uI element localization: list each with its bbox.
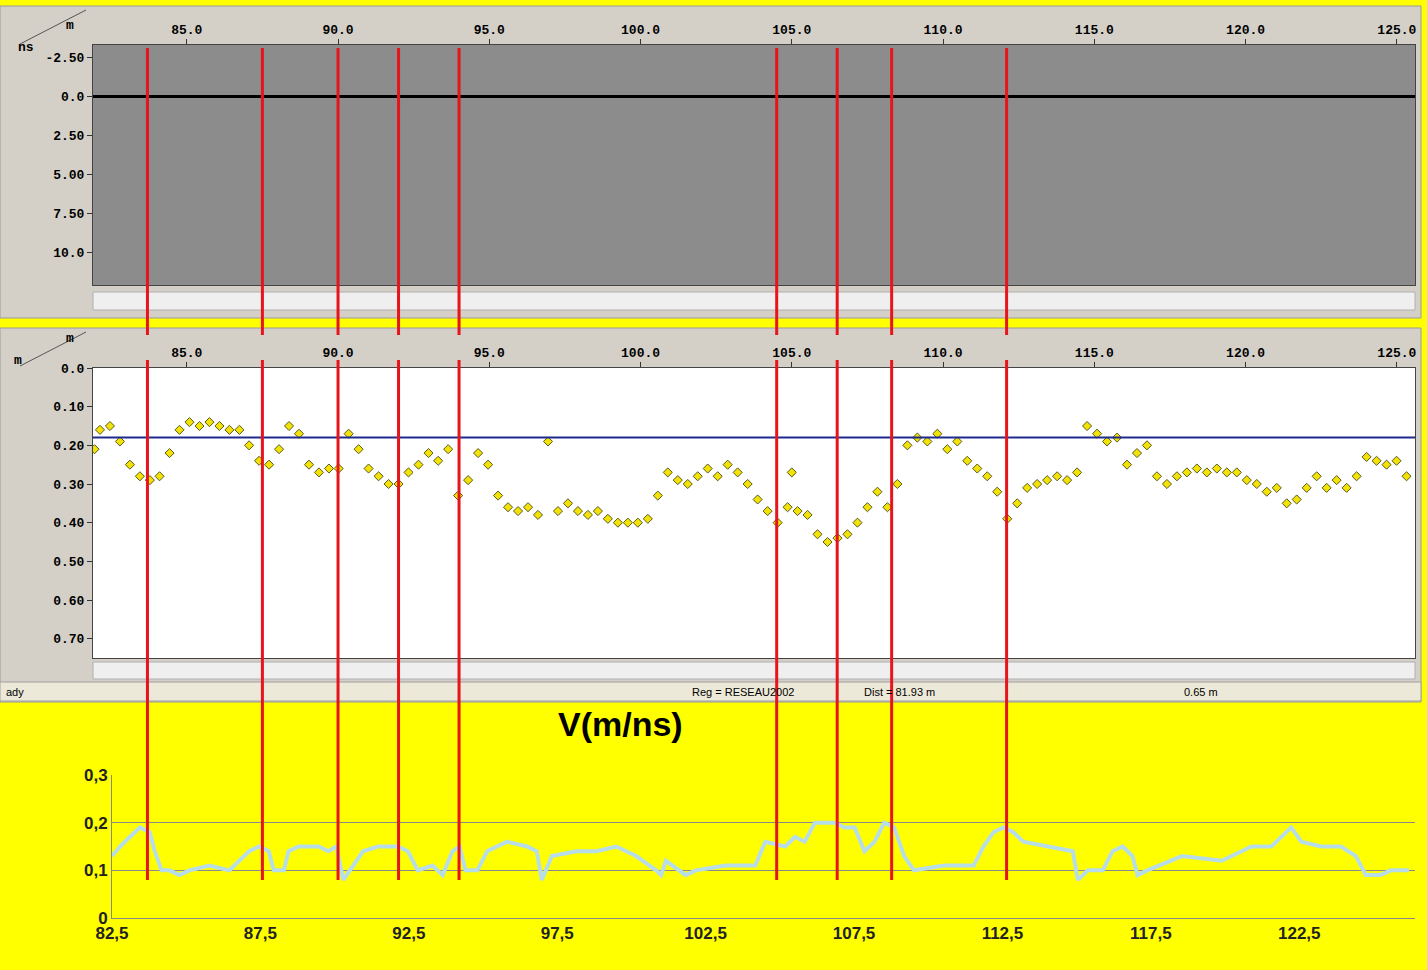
svg-text:125.0: 125.0 (1377, 346, 1416, 361)
svg-text:m: m (66, 331, 74, 346)
svg-text:m: m (66, 18, 74, 33)
svg-text:2.50: 2.50 (53, 129, 84, 144)
svg-text:0.65 m: 0.65 m (1184, 686, 1218, 698)
svg-text:107,5: 107,5 (833, 924, 876, 943)
svg-text:Reg = RESEAU2002: Reg = RESEAU2002 (692, 686, 794, 698)
svg-text:0.50: 0.50 (53, 555, 84, 570)
svg-text:10.0: 10.0 (53, 246, 84, 261)
svg-text:0,2: 0,2 (84, 814, 108, 833)
svg-text:90.0: 90.0 (322, 23, 353, 38)
svg-text:110.0: 110.0 (924, 23, 963, 38)
svg-text:0.0: 0.0 (61, 362, 85, 377)
svg-text:0.10: 0.10 (53, 400, 84, 415)
svg-text:0.20: 0.20 (53, 439, 84, 454)
svg-text:112,5: 112,5 (982, 924, 1024, 943)
svg-text:87,5: 87,5 (244, 924, 277, 943)
svg-text:110.0: 110.0 (924, 346, 963, 361)
svg-text:100.0: 100.0 (621, 23, 660, 38)
svg-text:0.70: 0.70 (53, 632, 84, 647)
svg-text:120.0: 120.0 (1226, 346, 1265, 361)
svg-text:90.0: 90.0 (322, 346, 353, 361)
svg-text:85.0: 85.0 (171, 23, 202, 38)
svg-text:0.60: 0.60 (53, 594, 84, 609)
svg-text:82,5: 82,5 (95, 924, 128, 943)
svg-text:115.0: 115.0 (1075, 23, 1114, 38)
svg-text:95.0: 95.0 (474, 346, 505, 361)
svg-text:-2.50: -2.50 (45, 51, 84, 66)
svg-text:V(m/ns): V(m/ns) (558, 705, 683, 743)
svg-text:92,5: 92,5 (392, 924, 425, 943)
svg-text:0,3: 0,3 (84, 766, 108, 785)
svg-text:97,5: 97,5 (541, 924, 574, 943)
svg-text:7.50: 7.50 (53, 207, 84, 222)
svg-text:125.0: 125.0 (1377, 23, 1416, 38)
svg-text:0: 0 (98, 909, 107, 928)
svg-text:Dist = 81.93 m: Dist = 81.93 m (864, 686, 935, 698)
svg-text:95.0: 95.0 (474, 23, 505, 38)
svg-text:ady: ady (6, 686, 24, 698)
svg-text:100.0: 100.0 (621, 346, 660, 361)
svg-text:120.0: 120.0 (1226, 23, 1265, 38)
svg-text:ns: ns (18, 40, 34, 55)
svg-text:0.40: 0.40 (53, 516, 84, 531)
svg-text:105.0: 105.0 (772, 346, 811, 361)
svg-text:0.0: 0.0 (61, 90, 85, 105)
svg-text:117,5: 117,5 (1130, 924, 1172, 943)
svg-text:115.0: 115.0 (1075, 346, 1114, 361)
svg-text:85.0: 85.0 (171, 346, 202, 361)
svg-text:0.30: 0.30 (53, 478, 84, 493)
svg-text:102,5: 102,5 (684, 924, 727, 943)
svg-text:122,5: 122,5 (1278, 924, 1321, 943)
svg-text:m: m (14, 353, 22, 368)
svg-text:105.0: 105.0 (772, 23, 811, 38)
svg-text:5.00: 5.00 (53, 168, 84, 183)
svg-text:0,1: 0,1 (84, 861, 108, 880)
